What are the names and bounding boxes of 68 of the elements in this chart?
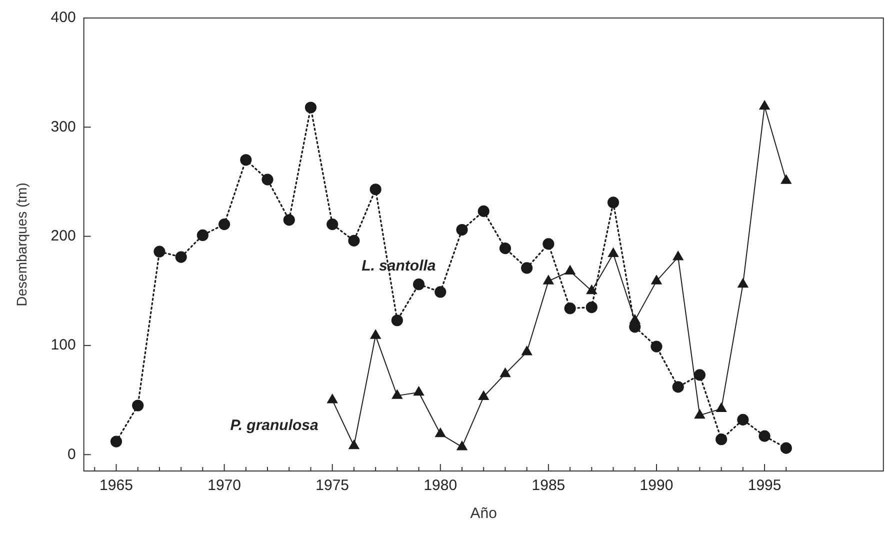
y-tick-label: 400 [50, 9, 76, 26]
point [370, 184, 382, 196]
point [327, 394, 338, 404]
x-tick-label: 1965 [100, 477, 133, 494]
x-tick-label: 1995 [748, 477, 782, 494]
point [758, 430, 770, 442]
point [348, 234, 360, 246]
point [672, 251, 684, 260]
point [651, 275, 662, 284]
point [391, 314, 403, 326]
point [218, 218, 230, 230]
point [737, 414, 749, 426]
point [542, 238, 554, 250]
point [738, 278, 748, 288]
point [348, 440, 360, 450]
y-tick-label: 200 [50, 227, 76, 244]
x-tick-label: 1990 [640, 477, 674, 494]
x-axis-title: Año [470, 505, 497, 522]
point [586, 284, 597, 294]
point [175, 251, 187, 263]
point [586, 301, 598, 314]
point [196, 229, 208, 242]
point [650, 340, 662, 352]
point [392, 390, 402, 399]
point [414, 386, 424, 396]
point [132, 400, 144, 412]
point [694, 409, 705, 419]
y-axis-title: Desembarques (tm) [13, 182, 30, 306]
point [759, 100, 770, 110]
point [412, 278, 425, 290]
series-label: P. granulosa [230, 417, 318, 434]
x-tick-label: 1975 [316, 477, 350, 494]
point [607, 196, 620, 208]
point [521, 262, 533, 274]
point [262, 174, 274, 186]
point [478, 205, 490, 218]
y-tick-label: 0 [67, 446, 76, 463]
x-tick-label: 1970 [208, 477, 241, 494]
point [154, 246, 166, 258]
x-tick-label: 1985 [532, 477, 566, 494]
point [608, 248, 619, 258]
point [522, 346, 532, 356]
point [543, 275, 554, 284]
point [780, 174, 792, 184]
point [456, 440, 468, 450]
point [326, 218, 338, 230]
point [564, 302, 576, 314]
point [370, 330, 381, 339]
point [456, 224, 468, 236]
point [434, 286, 446, 298]
y-tick-label: 300 [50, 118, 76, 136]
point [304, 102, 317, 114]
point [499, 242, 512, 254]
point [780, 442, 792, 454]
point [110, 436, 122, 448]
point [500, 368, 510, 378]
y-tick-label: 100 [50, 336, 76, 354]
point [694, 369, 706, 381]
point [716, 434, 728, 446]
series-label: L. santolla [362, 258, 436, 275]
point [435, 428, 446, 438]
point [564, 265, 576, 274]
point [716, 402, 727, 412]
point [478, 390, 489, 400]
point [283, 214, 295, 226]
point [240, 154, 252, 166]
x-tick-label: 1980 [424, 477, 458, 494]
point [672, 381, 684, 393]
